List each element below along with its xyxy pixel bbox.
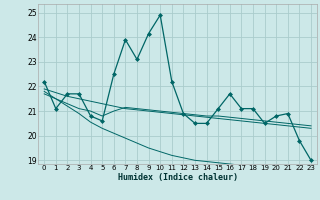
X-axis label: Humidex (Indice chaleur): Humidex (Indice chaleur) bbox=[118, 173, 238, 182]
